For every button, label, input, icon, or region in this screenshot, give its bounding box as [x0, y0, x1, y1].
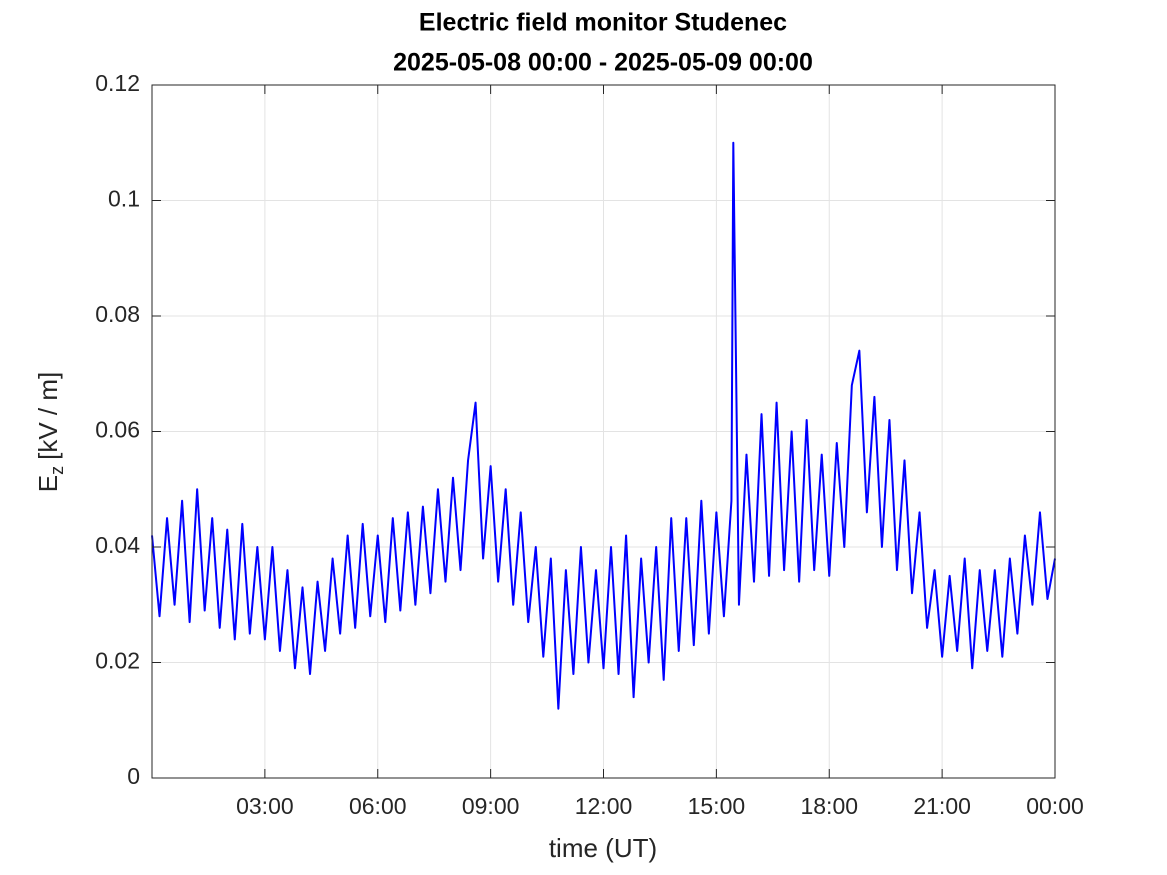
- x-tick-label: 18:00: [800, 793, 858, 819]
- y-tick-label: 0.08: [95, 301, 140, 327]
- x-tick-label: 12:00: [575, 793, 633, 819]
- y-label-symbol: E: [33, 475, 63, 492]
- y-tick-label: 0.1: [108, 186, 140, 212]
- data-line: [151, 141, 1056, 710]
- y-tick-label: 0.04: [95, 532, 140, 558]
- x-tick-label: 03:00: [236, 793, 294, 819]
- y-label-unit: [kV / m]: [33, 372, 63, 460]
- chart-subtitle: 2025-05-08 00:00 - 2025-05-09 00:00: [393, 49, 813, 77]
- plot-area: [151, 141, 1056, 710]
- y-tick-label: 0.12: [95, 70, 140, 96]
- x-tick-label: 15:00: [688, 793, 746, 819]
- x-tick-label: 00:00: [1026, 793, 1084, 819]
- x-axis-label: time (UT): [549, 833, 657, 863]
- x-tick-label: 06:00: [349, 793, 407, 819]
- y-tick-label: 0: [127, 763, 140, 789]
- chart-title: Electric field monitor Studenec: [419, 9, 787, 37]
- x-tick-label: 21:00: [913, 793, 971, 819]
- y-label-subscript: z: [47, 466, 67, 475]
- y-axis-label: Ez [kV / m]: [33, 372, 67, 492]
- ticks: 0 0.02 0.04 0.06 0.08 0.1 0.12 03:00 06:00 09:00 1…: [95, 70, 1084, 819]
- x-tick-label: 09:00: [462, 793, 520, 819]
- y-tick-label: 0.06: [95, 417, 140, 443]
- y-tick-label: 0.02: [95, 648, 140, 674]
